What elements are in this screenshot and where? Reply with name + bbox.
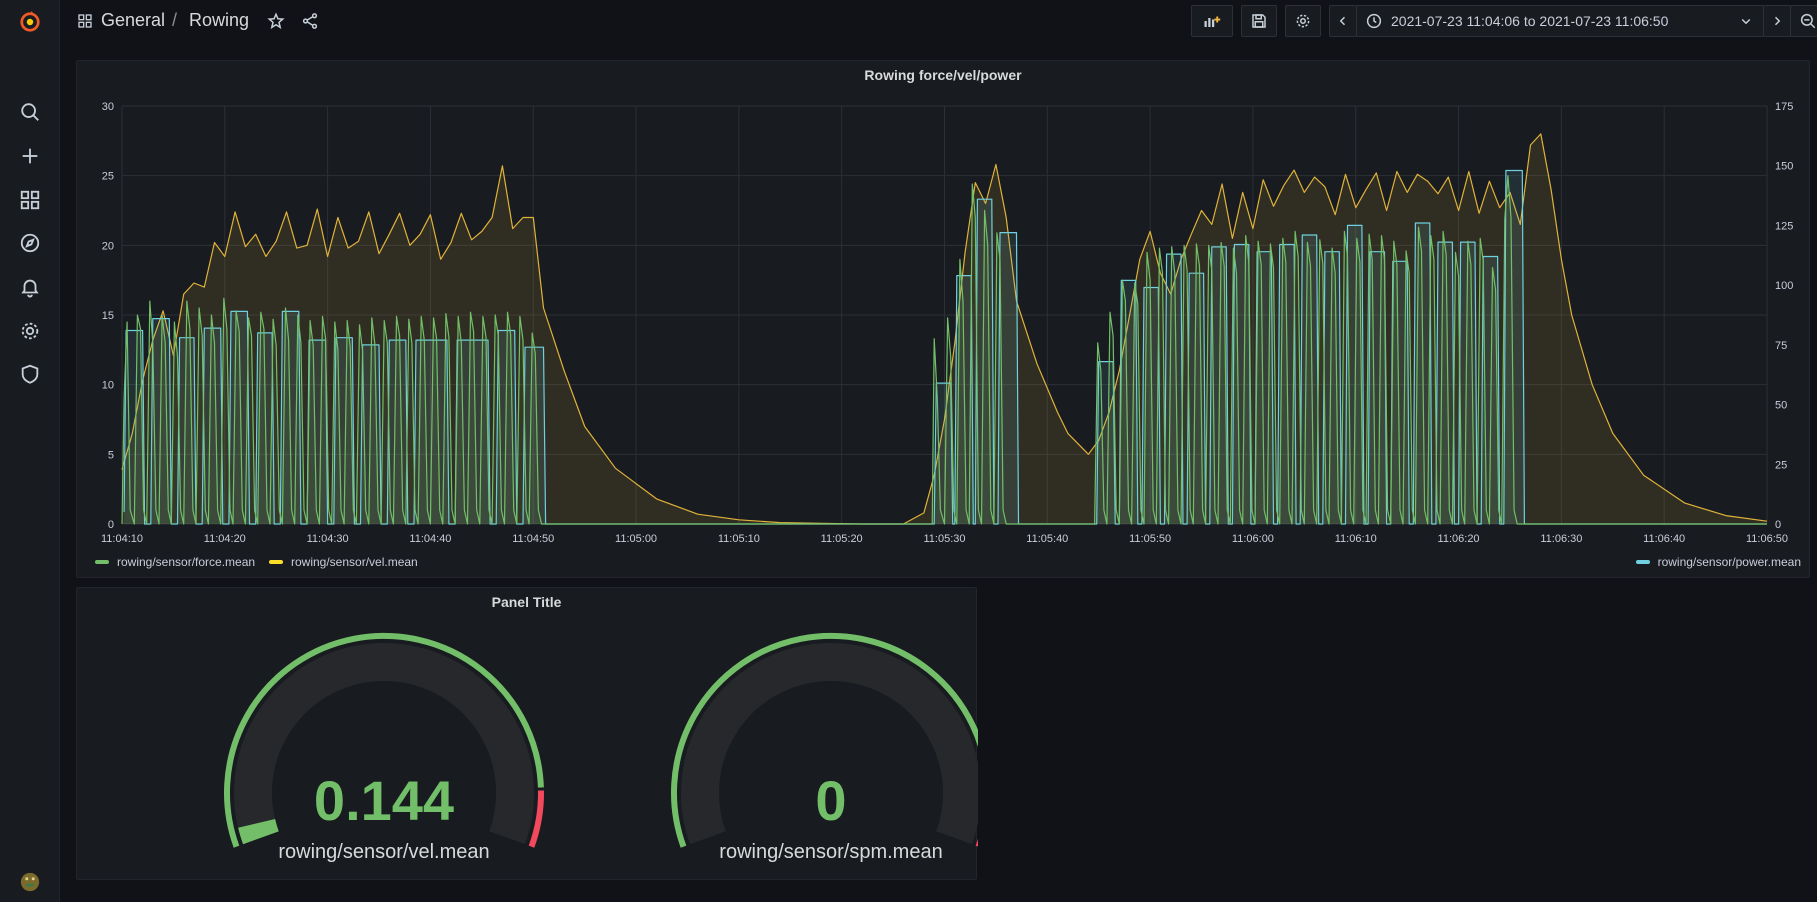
legend-label-force: rowing/sensor/force.mean (117, 555, 256, 569)
y-left-tick-label: 15 (102, 310, 114, 322)
breadcrumb-dashboard[interactable]: Rowing (189, 10, 250, 30)
y-right-tick-label: 100 (1775, 280, 1793, 292)
vel-swatch (269, 560, 283, 564)
timeseries-chart[interactable]: 11:04:10 11:04:20 11:04:30 11:04:40 11:04:50… (77, 61, 1811, 579)
dashboards-icon[interactable] (12, 182, 48, 218)
y-right-tick-label: 75 (1775, 340, 1787, 352)
vel-series (121, 133, 1768, 525)
chevron-down-icon (1741, 18, 1751, 25)
vel-series-area (122, 133, 1767, 524)
y-right-tick-label: 175 (1775, 101, 1793, 113)
gauge-vel-value: 0.144 (313, 769, 455, 832)
alerting-bell-icon[interactable] (12, 269, 48, 305)
zoom-out-icon (1800, 13, 1816, 29)
legend-label-vel: rowing/sensor/vel.mean (291, 555, 418, 569)
legend-item-vel[interactable]: rowing/sensor/vel.mean (269, 555, 418, 569)
chevron-right-icon (1774, 16, 1781, 26)
settings-gear-icon (1296, 14, 1310, 28)
x-tick-label: 11:05:40 (1026, 533, 1068, 545)
force-series-area (122, 175, 1767, 524)
x-tick-label: 11:05:50 (1129, 533, 1171, 545)
gauge-panel[interactable]: Panel Title 0.144 rowing/sensor/vel.mean… (76, 587, 978, 880)
gauge-vel-label: rowing/sensor/vel.mean (278, 841, 490, 863)
power-series-line (123, 169, 1767, 525)
top-navbar: General / Rowing 2021-07-23 11:04:06 to … (60, 0, 1817, 42)
x-tick-label: 11:04:40 (409, 533, 451, 545)
legend-item-force[interactable]: rowing/sensor/force.mean (95, 555, 255, 569)
timeseries-panel-title[interactable]: Rowing force/vel/power (864, 67, 1022, 83)
legend-label-power: rowing/sensor/power.mean (1657, 555, 1801, 569)
time-shift-forward-button[interactable] (1763, 5, 1791, 37)
save-dashboard-button[interactable] (1241, 5, 1277, 37)
sidebar (0, 0, 60, 902)
y-left-tick-label: 5 (108, 449, 114, 461)
force-series (121, 175, 1767, 525)
user-avatar-icon[interactable] (12, 864, 48, 900)
breadcrumb-separator: / (172, 10, 178, 30)
y-left-tick-label: 20 (102, 240, 114, 252)
zoom-out-button[interactable] (1790, 5, 1817, 37)
x-tick-label: 11:06:40 (1643, 533, 1685, 545)
gauge-threshold-red (528, 790, 545, 848)
power-swatch (1635, 560, 1650, 564)
clock-icon (1366, 13, 1382, 29)
legend-item-power[interactable]: rowing/sensor/power.mean (1635, 555, 1801, 569)
x-tick-label: 11:04:20 (204, 533, 246, 545)
y-right-tick-label: 125 (1775, 220, 1793, 232)
x-tick-label: 11:06:30 (1540, 533, 1582, 545)
share-icon[interactable] (297, 8, 323, 34)
x-tick-label: 11:04:50 (512, 533, 554, 545)
x-tick-label: 11:05:20 (821, 533, 863, 545)
search-icon[interactable] (12, 94, 48, 130)
y-left-tick-label: 0 (108, 519, 114, 531)
dashboard-settings-button[interactable] (1285, 5, 1321, 37)
grafana-logo-icon[interactable] (12, 4, 48, 40)
x-tick-label: 11:05:30 (923, 533, 965, 545)
gauge-spm-label: rowing/sensor/spm.mean (719, 841, 943, 863)
add-panel-icon (1204, 16, 1221, 27)
timeseries-panel[interactable]: Rowing force/vel/power 11:04:10 11:04:20 1… (76, 60, 1810, 578)
x-tick-label: 11:04:30 (307, 533, 349, 545)
chart-axes: 11:04:10 11:04:20 11:04:30 11:04:40 11:04:50… (101, 101, 1793, 545)
gauge-track (234, 643, 534, 845)
y-right-tick-label: 50 (1775, 400, 1787, 412)
gauge-panel-title[interactable]: Panel Title (491, 594, 562, 610)
y-left-tick-label: 30 (102, 101, 114, 113)
x-tick-label: 11:06:50 (1746, 533, 1788, 545)
shield-icon[interactable] (12, 356, 48, 392)
dashboards-grid-icon (72, 8, 98, 34)
time-picker-button[interactable]: 2021-07-23 11:04:06 to 2021-07-23 11:06:… (1356, 5, 1764, 37)
plus-icon[interactable] (12, 138, 48, 174)
time-range-text: 2021-07-23 11:04:06 to 2021-07-23 11:06:… (1391, 13, 1669, 29)
chevron-left-icon (1339, 16, 1346, 26)
y-left-tick-label: 25 (102, 171, 114, 183)
gauge-value-fill (238, 818, 279, 845)
configuration-gear-icon[interactable] (12, 313, 48, 349)
gauge-track (681, 643, 978, 845)
y-right-tick-label: 25 (1775, 459, 1787, 471)
gauge-spm-value: 0 (815, 769, 847, 832)
y-right-tick-label: 150 (1775, 161, 1793, 173)
gauge-threshold-green (224, 632, 544, 848)
y-right-tick-label: 0 (1775, 519, 1781, 531)
force-swatch (95, 560, 109, 564)
star-icon[interactable] (263, 8, 289, 34)
breadcrumb-folder[interactable]: General (101, 10, 166, 30)
gauges (224, 632, 978, 848)
force-series-line (121, 175, 1767, 525)
explore-compass-icon[interactable] (12, 225, 48, 261)
y-left-tick-label: 10 (102, 380, 114, 392)
x-tick-label: 11:05:00 (615, 533, 657, 545)
x-tick-label: 11:06:20 (1438, 533, 1480, 545)
x-tick-label: 11:05:10 (718, 533, 760, 545)
x-tick-label: 11:06:00 (1232, 533, 1274, 545)
vel-series-line (121, 133, 1768, 525)
add-panel-button[interactable] (1191, 5, 1233, 37)
save-icon (1252, 14, 1266, 28)
x-tick-label: 11:04:10 (101, 533, 143, 545)
gauge-threshold-green (671, 632, 978, 848)
x-tick-label: 11:06:10 (1335, 533, 1377, 545)
time-shift-back-button[interactable] (1329, 5, 1357, 37)
